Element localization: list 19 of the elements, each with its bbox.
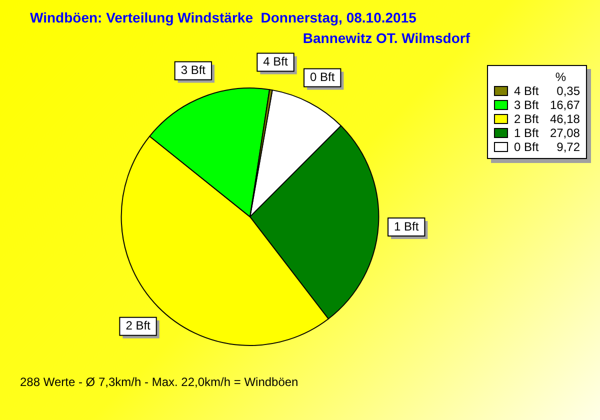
slice-label: 2 Bft: [126, 318, 152, 333]
data-label: 46,18: [550, 112, 580, 126]
data-label: 9,72: [556, 140, 580, 154]
legend-label: 3 Bft: [514, 98, 540, 112]
legend-label: 2 Bft: [514, 112, 540, 126]
text: 288 Werte - Ø 7,3km/h - Max. 22,0km/h = Windböen: [20, 375, 298, 389]
data-label: 16,67: [550, 98, 580, 112]
slice-label: 1 Bft: [394, 219, 420, 234]
legend-label: 4 Bft: [514, 84, 540, 98]
slice-label: 3 Bft: [180, 63, 206, 78]
data-label: 0,35: [556, 84, 580, 98]
data-label: 27,08: [550, 126, 580, 140]
chart-subtitle: Bannewitz OT. Wilmsdorf: [302, 30, 470, 46]
legend-title: %: [554, 70, 567, 84]
slice-label: 4 Bft: [263, 54, 289, 69]
chart-title: Windböen: Verteilung Windstärke Donnerstag, 08.10.2015: [30, 9, 417, 26]
legend-label: 1 Bft: [514, 126, 540, 140]
legend-label: 0 Bft: [514, 140, 540, 154]
slice-label: 0 Bft: [310, 70, 336, 84]
